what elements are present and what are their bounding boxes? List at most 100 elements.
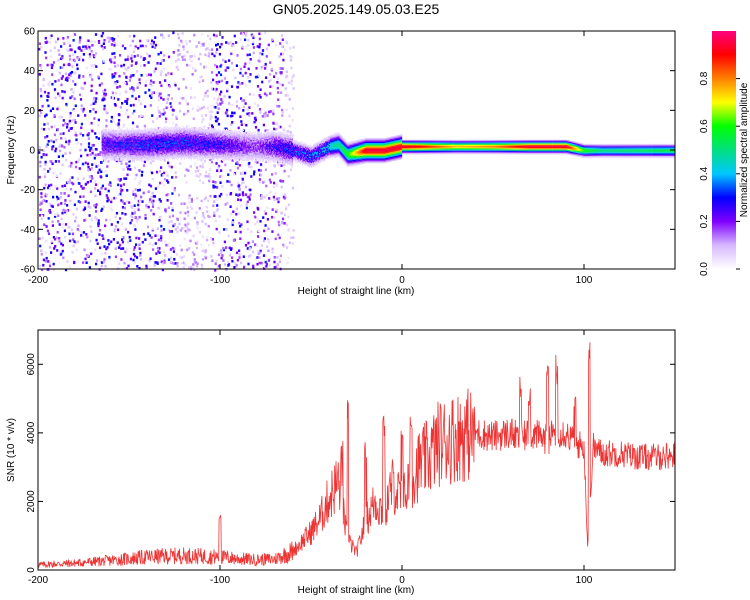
heatmap-cell	[147, 61, 150, 64]
heatmap-cell	[175, 153, 177, 155]
heatmap-cell	[157, 148, 159, 150]
heatmap-cell	[266, 237, 270, 241]
heatmap-cell	[174, 140, 176, 142]
heatmap-cell	[167, 137, 169, 139]
heatmap-cell	[124, 47, 127, 50]
heatmap-cell	[61, 144, 64, 148]
heatmap-cell	[108, 40, 111, 43]
heatmap-cell	[72, 213, 75, 216]
heatmap-cell	[186, 136, 188, 138]
heatmap-cell	[190, 152, 192, 154]
heatmap-cell	[219, 181, 222, 184]
heatmap-cell	[46, 122, 49, 126]
heatmap-cell	[151, 227, 154, 231]
heatmap-cell	[172, 149, 174, 152]
heatmap-cell	[119, 187, 122, 190]
heatmap-cell	[112, 139, 114, 141]
heatmap-cell	[47, 217, 50, 220]
heatmap-cell	[134, 153, 136, 155]
heatmap-cell	[185, 127, 187, 130]
heatmap-cell	[158, 131, 160, 133]
heatmap-cell	[202, 118, 205, 121]
heatmap-cell	[147, 139, 149, 141]
heatmap-cell	[181, 142, 183, 144]
heatmap-cell	[235, 162, 238, 165]
heatmap-cell	[268, 197, 271, 200]
heatmap-cell	[151, 135, 153, 137]
heatmap-cell	[185, 42, 188, 46]
heatmap-cell	[158, 156, 160, 158]
heatmap-cell	[73, 97, 76, 101]
heatmap-cell	[273, 256, 276, 259]
heatmap-cell	[147, 205, 150, 209]
heatmap-cell	[112, 134, 114, 136]
heatmap-cell	[150, 136, 152, 138]
heatmap-cell	[269, 73, 272, 76]
heatmap-cell	[143, 136, 145, 139]
heatmap-cell	[134, 132, 136, 134]
heatmap-cell	[67, 226, 70, 230]
heatmap-cell	[156, 149, 158, 151]
heatmap-cell	[99, 175, 102, 178]
heatmap-cell	[278, 55, 281, 58]
heatmap-cell	[190, 134, 192, 136]
heatmap-cell	[183, 152, 185, 155]
heatmap-cell	[103, 97, 106, 101]
heatmap-cell	[176, 132, 178, 135]
heatmap-cell	[231, 159, 234, 162]
heatmap-cell	[258, 261, 261, 265]
heatmap-cell	[189, 136, 191, 138]
heatmap-cell	[154, 134, 156, 136]
heatmap-cell	[120, 133, 122, 135]
heatmap-cell	[138, 247, 141, 250]
heatmap-cell	[102, 154, 104, 157]
heatmap-cell	[194, 132, 196, 134]
heatmap-cell	[116, 150, 118, 152]
heatmap-cell	[57, 37, 60, 41]
heatmap-cell	[126, 153, 128, 155]
heatmap-cell	[176, 129, 178, 131]
heatmap-cell	[185, 149, 187, 151]
heatmap-cell	[168, 136, 170, 139]
heatmap-cell	[189, 138, 191, 141]
heatmap-cell	[152, 142, 154, 144]
heatmap-cell	[94, 248, 97, 252]
heatmap-cell	[163, 156, 165, 158]
heatmap-cell	[119, 135, 121, 137]
heatmap-cell	[188, 147, 190, 149]
heatmap-cell	[122, 133, 124, 135]
heatmap-cell	[104, 140, 106, 142]
heatmap-cell	[182, 261, 185, 265]
heatmap-cell	[171, 135, 173, 137]
heatmap-cell	[286, 130, 289, 133]
heatmap-cell	[152, 91, 155, 94]
heatmap-cell	[122, 147, 124, 149]
heatmap-cell	[112, 129, 114, 132]
heatmap-cell	[251, 240, 254, 243]
heatmap-cell	[198, 207, 201, 210]
heatmap-cell	[190, 131, 192, 133]
heatmap-cell	[47, 232, 51, 235]
heatmap-cell	[186, 149, 188, 151]
heatmap-cell	[149, 104, 152, 107]
heatmap-cell	[275, 210, 278, 213]
heatmap-cell	[62, 223, 65, 226]
heatmap-cell	[64, 223, 68, 226]
heatmap-cell	[113, 61, 116, 65]
heatmap-cell	[245, 206, 248, 210]
heatmap-cell	[159, 144, 161, 146]
heatmap-cell	[105, 155, 107, 158]
heatmap-cell	[74, 219, 77, 223]
heatmap-cell	[182, 77, 185, 81]
heatmap-cell	[47, 127, 50, 131]
heatmap-cell	[191, 146, 193, 148]
heatmap-cell	[265, 55, 268, 58]
heatmap-cell	[189, 150, 191, 152]
heatmap-cell	[166, 128, 168, 130]
heatmap-cell	[72, 109, 76, 113]
heatmap-cell	[175, 59, 178, 63]
heatmap-cell	[101, 184, 104, 188]
heatmap-cell	[188, 135, 190, 137]
heatmap-cell	[120, 154, 122, 157]
heatmap-cell	[190, 147, 192, 149]
